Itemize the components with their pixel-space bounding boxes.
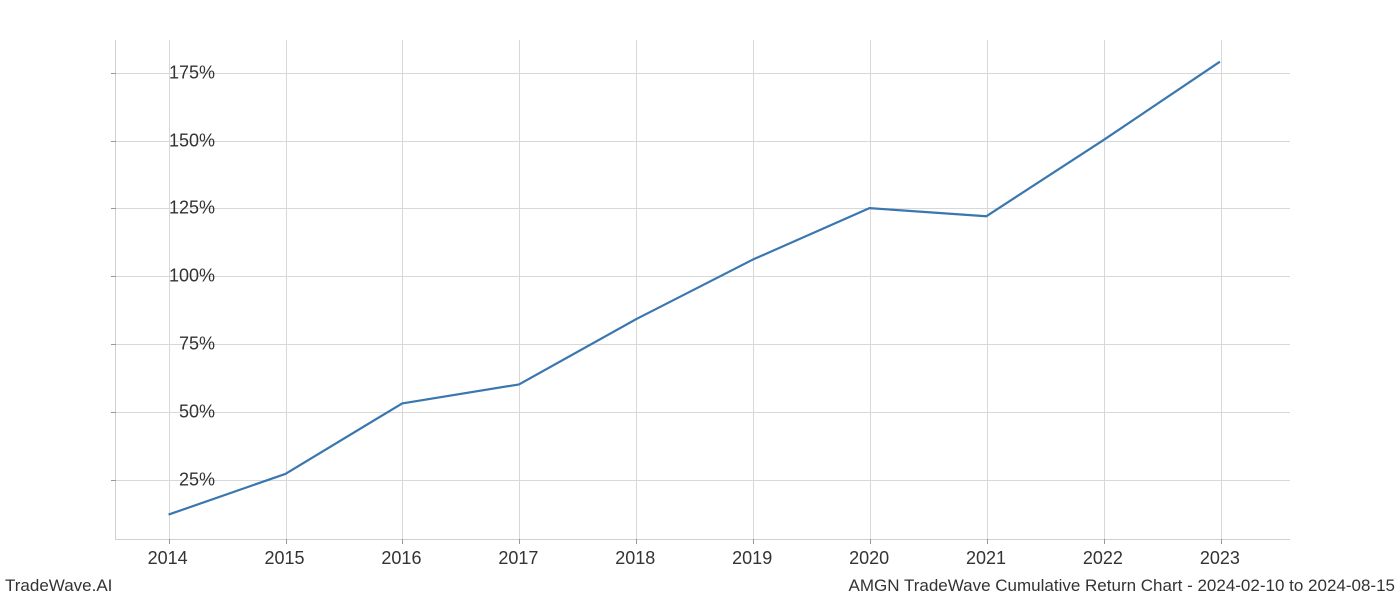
x-tick-label: 2017 bbox=[498, 548, 538, 569]
x-tick-mark bbox=[870, 539, 871, 544]
chart-container bbox=[115, 40, 1290, 540]
x-tick-mark bbox=[636, 539, 637, 544]
x-tick-mark bbox=[286, 539, 287, 544]
x-tick-mark bbox=[402, 539, 403, 544]
x-tick-mark bbox=[987, 539, 988, 544]
x-tick-label: 2022 bbox=[1083, 548, 1123, 569]
data-line bbox=[169, 62, 1220, 515]
footer-caption: AMGN TradeWave Cumulative Return Chart -… bbox=[849, 576, 1395, 596]
y-tick-label: 150% bbox=[125, 130, 215, 151]
x-tick-label: 2016 bbox=[381, 548, 421, 569]
plot-area bbox=[115, 40, 1290, 540]
x-tick-label: 2023 bbox=[1200, 548, 1240, 569]
x-tick-label: 2021 bbox=[966, 548, 1006, 569]
x-tick-mark bbox=[1104, 539, 1105, 544]
y-tick-label: 50% bbox=[125, 402, 215, 423]
y-tick-label: 175% bbox=[125, 62, 215, 83]
x-tick-mark bbox=[169, 539, 170, 544]
x-tick-mark bbox=[1221, 539, 1222, 544]
x-tick-label: 2019 bbox=[732, 548, 772, 569]
x-tick-mark bbox=[753, 539, 754, 544]
x-tick-label: 2018 bbox=[615, 548, 655, 569]
footer-brand: TradeWave.AI bbox=[5, 576, 112, 596]
x-tick-label: 2014 bbox=[148, 548, 188, 569]
line-series bbox=[116, 40, 1290, 539]
y-tick-label: 125% bbox=[125, 198, 215, 219]
y-tick-label: 75% bbox=[125, 334, 215, 355]
x-tick-mark bbox=[519, 539, 520, 544]
x-tick-label: 2020 bbox=[849, 548, 889, 569]
x-tick-label: 2015 bbox=[264, 548, 304, 569]
y-tick-label: 25% bbox=[125, 470, 215, 491]
y-tick-label: 100% bbox=[125, 266, 215, 287]
